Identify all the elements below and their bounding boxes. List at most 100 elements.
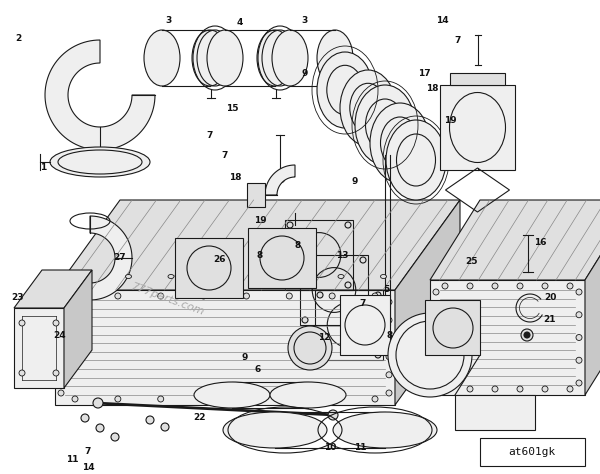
Text: 4: 4 xyxy=(237,18,243,27)
Text: 10: 10 xyxy=(324,444,336,453)
Text: 15: 15 xyxy=(226,103,238,112)
Ellipse shape xyxy=(302,257,308,263)
Ellipse shape xyxy=(257,30,293,86)
Ellipse shape xyxy=(192,30,228,86)
Text: 26: 26 xyxy=(214,255,226,264)
Text: 5: 5 xyxy=(383,285,389,294)
Text: 21: 21 xyxy=(544,316,556,325)
Ellipse shape xyxy=(286,396,292,402)
Ellipse shape xyxy=(275,173,285,183)
Ellipse shape xyxy=(345,282,351,288)
Text: 19: 19 xyxy=(443,116,457,125)
Ellipse shape xyxy=(83,274,89,279)
Bar xyxy=(247,183,265,207)
Ellipse shape xyxy=(372,396,378,402)
Ellipse shape xyxy=(317,352,323,358)
Text: 9: 9 xyxy=(302,69,308,78)
Ellipse shape xyxy=(338,274,344,279)
Ellipse shape xyxy=(567,386,573,392)
Ellipse shape xyxy=(194,382,270,408)
Text: 7: 7 xyxy=(455,36,461,45)
Bar xyxy=(175,238,243,298)
Ellipse shape xyxy=(492,386,498,392)
Ellipse shape xyxy=(168,274,174,279)
Text: 25: 25 xyxy=(466,257,478,266)
Polygon shape xyxy=(14,308,64,388)
Ellipse shape xyxy=(72,396,78,402)
Text: 22: 22 xyxy=(194,413,206,422)
Ellipse shape xyxy=(576,289,582,295)
Ellipse shape xyxy=(287,282,293,288)
Polygon shape xyxy=(14,270,92,308)
Ellipse shape xyxy=(244,293,250,299)
Ellipse shape xyxy=(286,293,292,299)
Ellipse shape xyxy=(380,274,386,279)
Ellipse shape xyxy=(115,293,121,299)
Polygon shape xyxy=(45,40,155,150)
Text: 14: 14 xyxy=(436,16,448,25)
Ellipse shape xyxy=(200,396,206,402)
Text: 7: 7 xyxy=(85,447,91,456)
Bar xyxy=(450,73,505,85)
Text: 9: 9 xyxy=(352,177,358,186)
Ellipse shape xyxy=(296,274,302,279)
Text: 6: 6 xyxy=(255,365,261,374)
Bar xyxy=(340,295,390,355)
Ellipse shape xyxy=(467,283,473,289)
Text: 2: 2 xyxy=(15,34,21,43)
Ellipse shape xyxy=(93,398,103,408)
Ellipse shape xyxy=(433,380,439,386)
Text: 11: 11 xyxy=(66,456,78,465)
Ellipse shape xyxy=(576,312,582,318)
Ellipse shape xyxy=(58,317,64,323)
Ellipse shape xyxy=(386,120,446,200)
Ellipse shape xyxy=(115,396,121,402)
Text: 12: 12 xyxy=(318,334,330,343)
Ellipse shape xyxy=(58,299,64,305)
Ellipse shape xyxy=(223,412,327,448)
Ellipse shape xyxy=(81,414,89,422)
Ellipse shape xyxy=(386,354,392,360)
Ellipse shape xyxy=(467,386,473,392)
Ellipse shape xyxy=(58,372,64,378)
Ellipse shape xyxy=(333,412,437,448)
Text: 8: 8 xyxy=(257,250,263,259)
Ellipse shape xyxy=(372,293,378,299)
Ellipse shape xyxy=(433,357,439,363)
Ellipse shape xyxy=(442,283,448,289)
Ellipse shape xyxy=(317,52,373,128)
Ellipse shape xyxy=(360,317,366,323)
Polygon shape xyxy=(430,200,600,280)
Ellipse shape xyxy=(355,85,415,165)
Ellipse shape xyxy=(388,313,472,397)
Polygon shape xyxy=(55,200,460,290)
Text: 8: 8 xyxy=(295,240,301,249)
Text: 27: 27 xyxy=(113,254,127,263)
Ellipse shape xyxy=(50,147,150,177)
Text: 23: 23 xyxy=(12,293,24,302)
Bar xyxy=(248,228,316,288)
Ellipse shape xyxy=(270,382,346,408)
Ellipse shape xyxy=(386,317,392,323)
Bar xyxy=(315,290,383,360)
Ellipse shape xyxy=(287,222,293,228)
Text: 9: 9 xyxy=(242,354,248,363)
Ellipse shape xyxy=(302,317,308,323)
Text: 18: 18 xyxy=(229,173,241,182)
Ellipse shape xyxy=(272,30,308,86)
Ellipse shape xyxy=(442,386,448,392)
Bar xyxy=(300,255,368,325)
Ellipse shape xyxy=(207,30,243,86)
Ellipse shape xyxy=(517,283,523,289)
Text: 7: 7 xyxy=(360,299,366,308)
Ellipse shape xyxy=(19,370,25,376)
Bar xyxy=(480,438,585,466)
Ellipse shape xyxy=(360,257,366,263)
Ellipse shape xyxy=(345,222,351,228)
Ellipse shape xyxy=(158,396,164,402)
Text: 7: 7 xyxy=(207,131,213,140)
Text: 14: 14 xyxy=(82,463,94,472)
Text: 3: 3 xyxy=(165,16,171,25)
Ellipse shape xyxy=(375,292,381,298)
Text: 16: 16 xyxy=(534,237,546,246)
